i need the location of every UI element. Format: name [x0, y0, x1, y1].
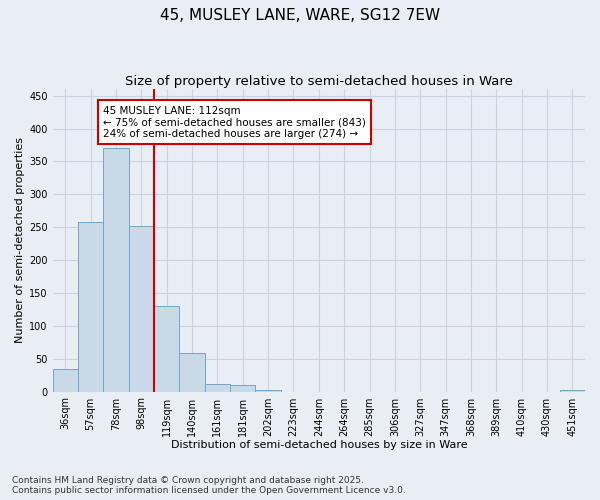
Bar	[205, 384, 230, 392]
Bar	[230, 385, 256, 392]
Bar	[560, 390, 585, 392]
Text: 45, MUSLEY LANE, WARE, SG12 7EW: 45, MUSLEY LANE, WARE, SG12 7EW	[160, 8, 440, 22]
Bar	[103, 148, 129, 392]
Text: 45 MUSLEY LANE: 112sqm
← 75% of semi-detached houses are smaller (843)
24% of se: 45 MUSLEY LANE: 112sqm ← 75% of semi-det…	[103, 106, 366, 139]
Y-axis label: Number of semi-detached properties: Number of semi-detached properties	[15, 138, 25, 344]
Title: Size of property relative to semi-detached houses in Ware: Size of property relative to semi-detach…	[125, 75, 513, 88]
Text: Contains HM Land Registry data © Crown copyright and database right 2025.
Contai: Contains HM Land Registry data © Crown c…	[12, 476, 406, 495]
X-axis label: Distribution of semi-detached houses by size in Ware: Distribution of semi-detached houses by …	[170, 440, 467, 450]
Bar	[129, 226, 154, 392]
Bar	[256, 390, 281, 392]
Bar	[154, 306, 179, 392]
Bar	[78, 222, 103, 392]
Bar	[53, 368, 78, 392]
Bar	[179, 354, 205, 392]
